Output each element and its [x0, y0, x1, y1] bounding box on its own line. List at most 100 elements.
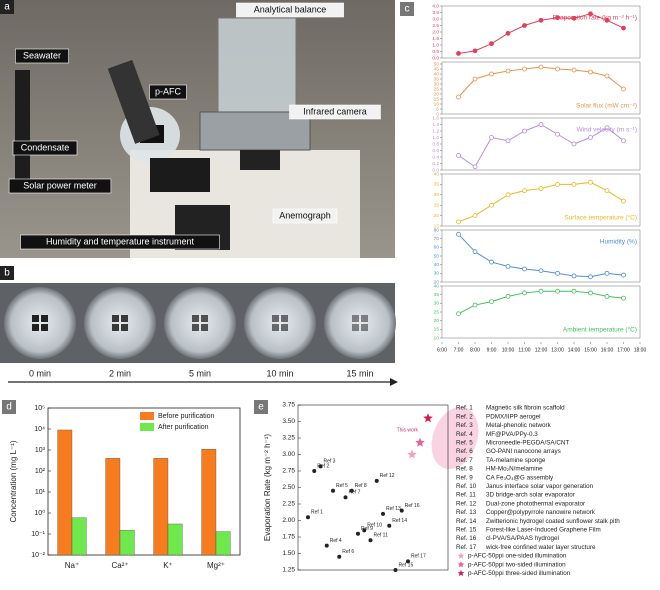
- point: [538, 122, 544, 127]
- point: [349, 488, 354, 493]
- point: [522, 128, 527, 134]
- y-tick-label: 30: [434, 192, 440, 198]
- time-label: 15 min: [346, 368, 373, 378]
- photo-label: Solar power meter: [23, 180, 97, 190]
- point: [337, 554, 342, 559]
- point: [472, 164, 478, 170]
- point: [489, 299, 494, 305]
- point: [456, 152, 461, 158]
- point: [604, 125, 610, 131]
- star: [423, 413, 433, 423]
- photo-label: Infrared camera: [303, 106, 367, 116]
- point-label: Ref 16: [405, 503, 420, 509]
- x-tick-label: 10:00: [502, 347, 515, 353]
- point-label: Ref 12: [380, 473, 395, 479]
- point: [472, 48, 478, 54]
- point: [522, 266, 527, 272]
- point: [621, 138, 626, 144]
- sample: [41, 324, 48, 331]
- point: [489, 135, 494, 140]
- sample: [352, 315, 359, 322]
- point: [538, 288, 544, 294]
- x-tick-label: 6:00: [437, 347, 447, 353]
- legend-key: Ref. 8: [456, 466, 473, 473]
- subplot-frame: [441, 61, 641, 115]
- panel-label: b: [4, 268, 10, 279]
- x-tick-label: 12:00: [535, 347, 548, 353]
- point: [456, 311, 461, 317]
- x-tick-label: 8:00: [470, 347, 480, 353]
- y-tick-label: 1.5: [432, 36, 439, 42]
- y-tick-label: 2.75: [282, 468, 295, 475]
- y-tick-label: 0.0: [432, 167, 439, 173]
- y-tick-label: 20: [434, 91, 440, 97]
- legend-key: Ref. 16: [456, 535, 477, 542]
- label-box: [149, 84, 187, 100]
- point: [505, 263, 511, 269]
- y-tick-label: 40: [434, 171, 440, 177]
- bar: [153, 458, 169, 556]
- point: [621, 272, 626, 278]
- point: [324, 543, 329, 548]
- legend-text: p-AFC-50ppi three-sided illumination: [468, 570, 571, 577]
- point-label: Ref 17: [411, 554, 426, 560]
- time-label: 2 min: [109, 368, 131, 378]
- panel-label: d: [6, 402, 12, 413]
- point: [571, 141, 577, 147]
- time-label: 10 min: [266, 368, 293, 378]
- y-tick-label: 3.00: [282, 451, 295, 458]
- point-label: Ref 5: [336, 483, 348, 489]
- point: [505, 30, 511, 36]
- y-tick-label: 1.75: [282, 534, 295, 541]
- x-tick-label: 9:00: [487, 347, 497, 353]
- label-box: [254, 400, 268, 414]
- point: [555, 15, 560, 21]
- legend-text: p-AFC-50ppi one-sided illumination: [468, 553, 567, 560]
- point: [604, 188, 610, 194]
- point: [505, 138, 511, 144]
- point: [555, 181, 560, 187]
- panel-label: e: [258, 402, 264, 413]
- sample: [201, 324, 208, 331]
- point: [604, 73, 610, 79]
- photo-label: Humidity and temperature instrument: [46, 236, 195, 246]
- point: [489, 71, 494, 77]
- point: [312, 469, 317, 473]
- sample: [192, 315, 199, 322]
- point: [571, 15, 577, 21]
- x-tick-label: 11:00: [518, 347, 530, 353]
- point: [555, 288, 560, 294]
- y-tick-label: 4.0: [432, 3, 439, 9]
- point: [621, 25, 626, 31]
- x-tick-label: 7:00: [454, 347, 464, 353]
- point: [588, 69, 593, 75]
- y-tick-label: 50: [434, 61, 440, 67]
- label-box: [15, 48, 69, 64]
- y-tick-label: 0.5: [432, 49, 439, 55]
- y-tick-label: 3.25: [282, 435, 295, 442]
- x-tick-label: 14:00: [568, 347, 581, 353]
- series-label: Surface temperature (°C): [564, 214, 637, 222]
- point-label: Ref 10: [367, 523, 382, 529]
- legend-key: Ref. 12: [456, 500, 477, 507]
- sample: [192, 324, 199, 331]
- legend-star: [457, 552, 465, 559]
- point: [604, 270, 610, 276]
- legend-key: Ref. 11: [456, 492, 476, 499]
- legend-text: PDMX/IIPP aerogel: [486, 413, 540, 420]
- bar: [71, 517, 87, 556]
- photo-label: Anemograph: [279, 210, 331, 220]
- point-label: Ref 15: [399, 562, 414, 568]
- y-tick-label: 30: [434, 301, 440, 307]
- y-tick-label: 60: [434, 245, 440, 251]
- y-tick-label: 0.4: [432, 154, 439, 160]
- star: [407, 449, 417, 459]
- point: [399, 508, 404, 513]
- legend-text: CA Fe₃O₄@G assembly: [486, 474, 554, 481]
- point: [489, 41, 494, 47]
- photo-label: Condensate: [21, 142, 70, 152]
- point-label: Ref 9: [361, 526, 373, 532]
- x-tick-label: K⁺: [163, 561, 173, 570]
- point: [362, 528, 367, 533]
